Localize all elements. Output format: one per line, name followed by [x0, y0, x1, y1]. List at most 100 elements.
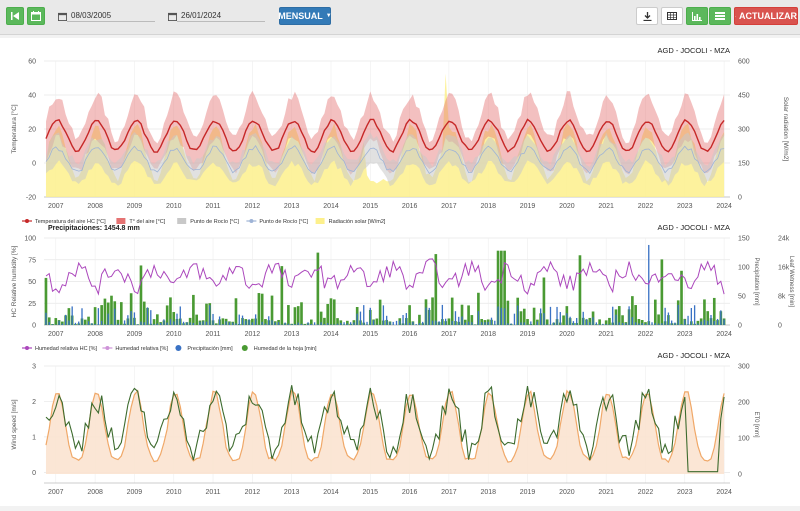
precipitation-bar — [298, 323, 299, 325]
y3-tick-label: 24k — [778, 236, 790, 243]
precipitation-bar — [85, 324, 86, 325]
period-dropdown[interactable]: MENSUAL ▼ — [279, 7, 331, 25]
station-title: AGD - JOCOLI - MZA — [657, 223, 730, 232]
leaf-wetness-bar — [195, 315, 198, 325]
legend-label: Humedad relativa HC [%] — [35, 346, 98, 352]
x-tick-label: 2011 — [206, 331, 221, 338]
first-page-button[interactable] — [6, 7, 24, 25]
precipitation-bar — [556, 307, 557, 325]
leaf-wetness-bar — [84, 320, 87, 325]
precipitation-bar — [583, 312, 584, 325]
calendar-toggle-button[interactable] — [27, 7, 45, 25]
precipitation-bar — [481, 322, 482, 325]
y-axis-title: HC Relative humidity [%] — [11, 245, 18, 317]
precipitation-bar — [540, 308, 541, 325]
leaf-wetness-bar — [657, 314, 660, 325]
x-tick-label: 2015 — [363, 489, 379, 496]
legend-swatch — [116, 218, 125, 224]
x-tick-label: 2007 — [48, 203, 64, 210]
x-tick-label: 2010 — [166, 331, 182, 338]
precipitation-bar — [130, 311, 131, 325]
y-tick-label: -20 — [26, 195, 36, 202]
precipitation-bar — [108, 314, 109, 325]
precipitation-bar — [176, 314, 177, 325]
x-tick-label: 2008 — [87, 331, 103, 338]
precipitation-bar — [144, 322, 145, 325]
legend-label: Humedad de la hoja [min] — [254, 346, 317, 352]
leaf-wetness-bar — [713, 298, 716, 325]
x-tick-label: 2014 — [323, 489, 339, 496]
update-button[interactable]: ACTUALIZAR — [734, 7, 798, 25]
precipitation-bar — [681, 324, 682, 325]
precipitation-bar — [566, 313, 567, 325]
y2-tick-label: 0 — [738, 195, 742, 202]
legend-label: Precipitación [mm] — [187, 346, 233, 352]
precipitation-bar — [471, 322, 472, 325]
precipitation-bar — [281, 324, 282, 325]
start-date-field — [58, 8, 155, 24]
precipitation-bar — [550, 307, 551, 325]
precipitation-bar — [232, 322, 233, 325]
y2-tick-label: 450 — [738, 93, 750, 100]
precipitation-bar — [406, 313, 407, 325]
legend-marker — [249, 219, 253, 223]
precipitation-bar — [78, 322, 79, 325]
precipitation-bar — [458, 317, 459, 325]
precipitation-bar — [409, 323, 410, 325]
precipitation-bar — [658, 324, 659, 325]
et0-area — [46, 391, 724, 474]
precipitation-bar — [366, 322, 367, 325]
list-view-button[interactable] — [709, 7, 731, 25]
leaf-wetness-bar — [317, 253, 320, 325]
precipitation-bar — [180, 306, 181, 325]
precipitation-bar — [153, 324, 154, 325]
end-date-input[interactable] — [177, 11, 265, 22]
period-label: MENSUAL — [278, 11, 323, 21]
x-tick-label: 2016 — [402, 331, 418, 338]
leaf-wetness-bar — [562, 315, 565, 325]
precipitation-bar — [697, 324, 698, 325]
precipitation-bar — [81, 308, 82, 325]
y-tick-label: 1 — [32, 434, 36, 441]
legend-label: Radiación solar [W/m2] — [329, 219, 386, 225]
precipitation-bar — [530, 321, 531, 325]
precipitation-bar — [157, 324, 158, 325]
legend-swatch — [316, 218, 325, 224]
x-tick-label: 2009 — [127, 331, 143, 338]
leaf-wetness-bar — [533, 308, 536, 325]
leaf-wetness-bar — [222, 318, 225, 325]
precipitation-bar — [429, 308, 430, 325]
precipitation-bar — [576, 318, 577, 325]
precipitation-bar — [311, 324, 312, 325]
y-tick-label: 60 — [28, 59, 36, 66]
leaf-wetness-bar — [294, 307, 297, 325]
precipitation-bar — [65, 315, 66, 325]
y-axis-title: Temperatura [°C] — [10, 104, 18, 153]
precipitation-bar — [520, 322, 521, 325]
x-tick-label: 2022 — [638, 203, 654, 210]
x-tick-label: 2023 — [677, 331, 693, 338]
chart-view-button[interactable] — [686, 7, 708, 25]
precipitation-bar — [104, 324, 105, 325]
y-tick-label: 0 — [32, 161, 36, 168]
precipitation-bar — [664, 308, 665, 325]
x-tick-label: 2013 — [284, 489, 300, 496]
x-tick-label: 2017 — [441, 489, 457, 496]
precipitation-bar — [704, 320, 705, 325]
precipitation-bar — [425, 308, 426, 325]
start-date-input[interactable] — [67, 11, 155, 22]
table-view-button[interactable] — [661, 7, 683, 25]
precipitation-bar — [363, 305, 364, 325]
y2-tick-label: 300 — [738, 127, 750, 134]
precipitation-total: Precipitaciones: 1454.8 mm — [48, 225, 140, 232]
y-tick-label: 0 — [32, 323, 36, 330]
leaf-wetness-bar — [618, 306, 621, 325]
x-tick-label: 2017 — [441, 331, 457, 338]
precipitation-bar — [560, 312, 561, 325]
precipitation-bar — [602, 324, 603, 325]
y3-tick-label: 0 — [778, 323, 782, 330]
precipitation-bar — [694, 305, 695, 325]
download-button[interactable] — [636, 7, 658, 25]
y2-tick-label: 300 — [738, 364, 750, 371]
leaf-wetness-bar — [94, 307, 97, 325]
